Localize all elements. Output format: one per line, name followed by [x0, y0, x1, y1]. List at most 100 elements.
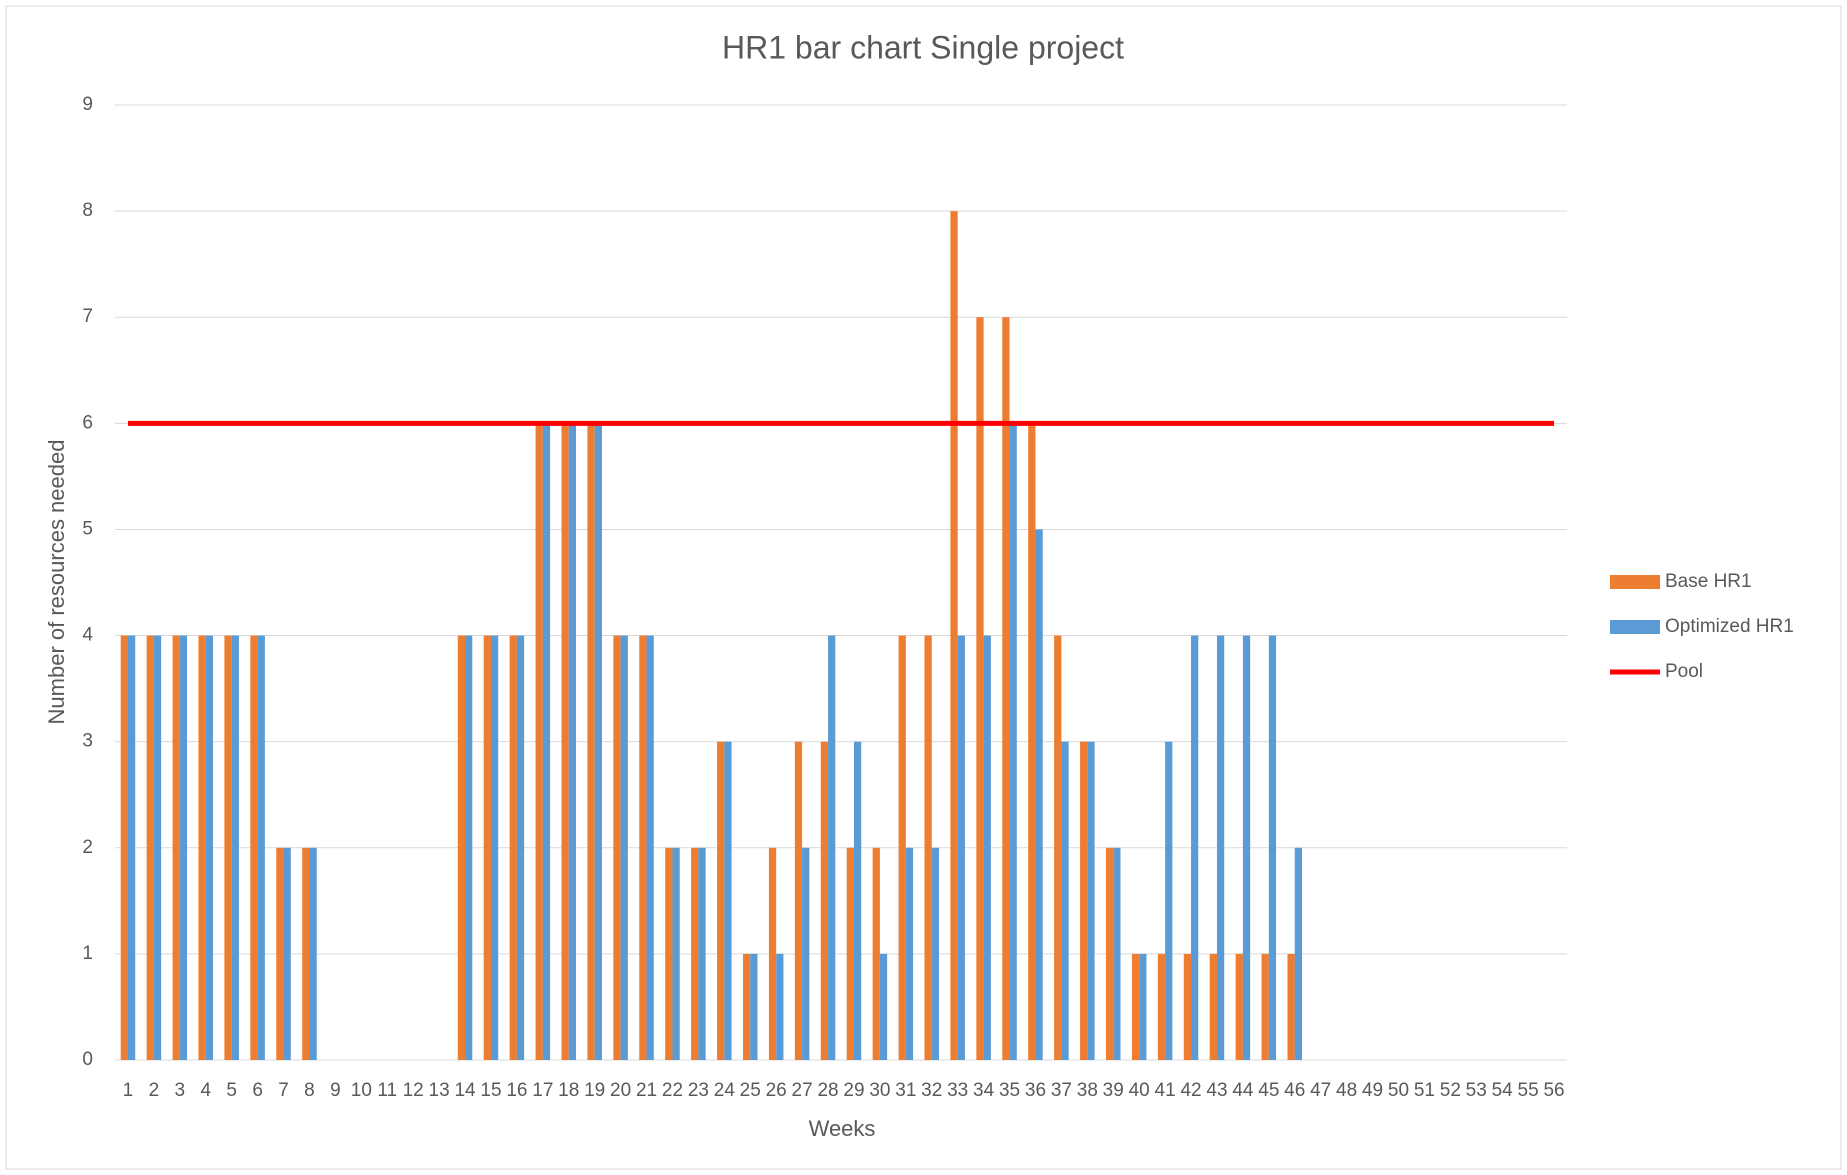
bar [1157, 953, 1166, 1060]
x-tick-label: 13 [429, 1080, 450, 1101]
bar [691, 847, 699, 1060]
bar [1035, 529, 1043, 1060]
x-tick-label: 38 [1077, 1080, 1098, 1101]
x-tick-label: 21 [636, 1080, 657, 1101]
bar [198, 635, 206, 1060]
bar [250, 635, 258, 1060]
bar [750, 953, 758, 1060]
y-tick-label: 8 [82, 200, 93, 221]
x-tick-label: 24 [714, 1080, 736, 1101]
x-tick-label: 19 [584, 1080, 605, 1101]
x-tick-label: 50 [1388, 1080, 1409, 1101]
bar [802, 847, 810, 1060]
bar [1131, 953, 1140, 1060]
x-tick-label: 36 [1025, 1080, 1046, 1101]
bar [957, 635, 965, 1060]
x-tick-label: 31 [895, 1080, 916, 1101]
bar [776, 953, 784, 1060]
x-tick-label: 35 [999, 1080, 1020, 1101]
bar [1028, 423, 1036, 1060]
x-axis-title: Weeks [809, 1116, 876, 1141]
x-tick-label: 54 [1492, 1080, 1514, 1101]
bar [879, 953, 888, 1060]
bar [1216, 635, 1225, 1060]
bar [983, 635, 991, 1060]
bar [1165, 741, 1173, 1060]
bar [309, 847, 317, 1060]
x-tick-label: 51 [1414, 1080, 1435, 1101]
legend-swatch [1610, 620, 1660, 634]
x-tick-label: 40 [1129, 1080, 1150, 1101]
bar [672, 847, 680, 1060]
x-tick-label: 4 [200, 1080, 211, 1101]
bar [509, 635, 517, 1060]
bar [794, 741, 803, 1060]
bar [724, 741, 732, 1060]
bar [846, 847, 854, 1060]
x-tick-label: 5 [226, 1080, 237, 1101]
x-tick-label: 33 [947, 1080, 968, 1101]
x-tick-label: 23 [688, 1080, 709, 1101]
x-tick-label: 22 [662, 1080, 683, 1101]
x-tick-label: 45 [1258, 1080, 1279, 1101]
x-tick-label: 15 [480, 1080, 501, 1101]
bar [172, 635, 180, 1060]
x-tick-label: 1 [123, 1080, 134, 1101]
y-tick-label: 5 [82, 518, 93, 539]
bar [931, 847, 940, 1060]
y-tick-label: 7 [82, 306, 93, 327]
bar [742, 953, 751, 1060]
bar [1191, 635, 1199, 1060]
bar [179, 635, 188, 1060]
bar [205, 635, 214, 1060]
x-tick-label: 7 [278, 1080, 289, 1101]
y-tick-label: 3 [82, 731, 93, 752]
bar [1061, 741, 1069, 1060]
bar [535, 423, 543, 1060]
bar [127, 635, 136, 1060]
bar [302, 847, 310, 1060]
bar [898, 635, 906, 1060]
bar [283, 847, 291, 1060]
bar [231, 635, 239, 1060]
x-tick-label: 25 [740, 1080, 761, 1101]
x-tick-label: 14 [454, 1080, 476, 1101]
x-tick-label: 34 [973, 1080, 995, 1101]
bar [542, 423, 551, 1060]
chart-title: HR1 bar chart Single project [722, 29, 1124, 65]
x-tick-label: 47 [1310, 1080, 1331, 1101]
y-tick-label: 2 [82, 837, 93, 858]
x-tick-label: 56 [1543, 1080, 1564, 1101]
bar [276, 847, 284, 1060]
bar [465, 635, 473, 1060]
bar [639, 635, 647, 1060]
x-tick-label: 43 [1206, 1080, 1227, 1101]
y-axis-title: Number of resources needed [44, 440, 69, 725]
x-tick-label: 28 [817, 1080, 838, 1101]
bar [646, 635, 654, 1060]
x-tick-label: 27 [792, 1080, 813, 1101]
bar [146, 635, 154, 1060]
x-tick-label: 18 [558, 1080, 579, 1101]
y-tick-label: 1 [82, 943, 93, 964]
legend-label: Pool [1665, 661, 1703, 682]
x-tick-label: 10 [351, 1080, 372, 1101]
bar [768, 847, 777, 1060]
y-tick-label: 4 [82, 625, 93, 646]
bar [1054, 635, 1062, 1060]
x-tick-label: 41 [1155, 1080, 1176, 1101]
bar [1242, 635, 1251, 1060]
x-tick-label: 37 [1051, 1080, 1072, 1101]
x-tick-label: 29 [843, 1080, 864, 1101]
x-tick-label: 55 [1518, 1080, 1539, 1101]
x-tick-label: 8 [304, 1080, 315, 1101]
bar [1139, 953, 1147, 1060]
bar [1183, 953, 1192, 1060]
x-tick-label: 32 [921, 1080, 942, 1101]
bar [257, 635, 265, 1060]
x-tick-label: 20 [610, 1080, 631, 1101]
bar [153, 635, 162, 1060]
x-tick-label: 3 [175, 1080, 186, 1101]
bar [224, 635, 232, 1060]
